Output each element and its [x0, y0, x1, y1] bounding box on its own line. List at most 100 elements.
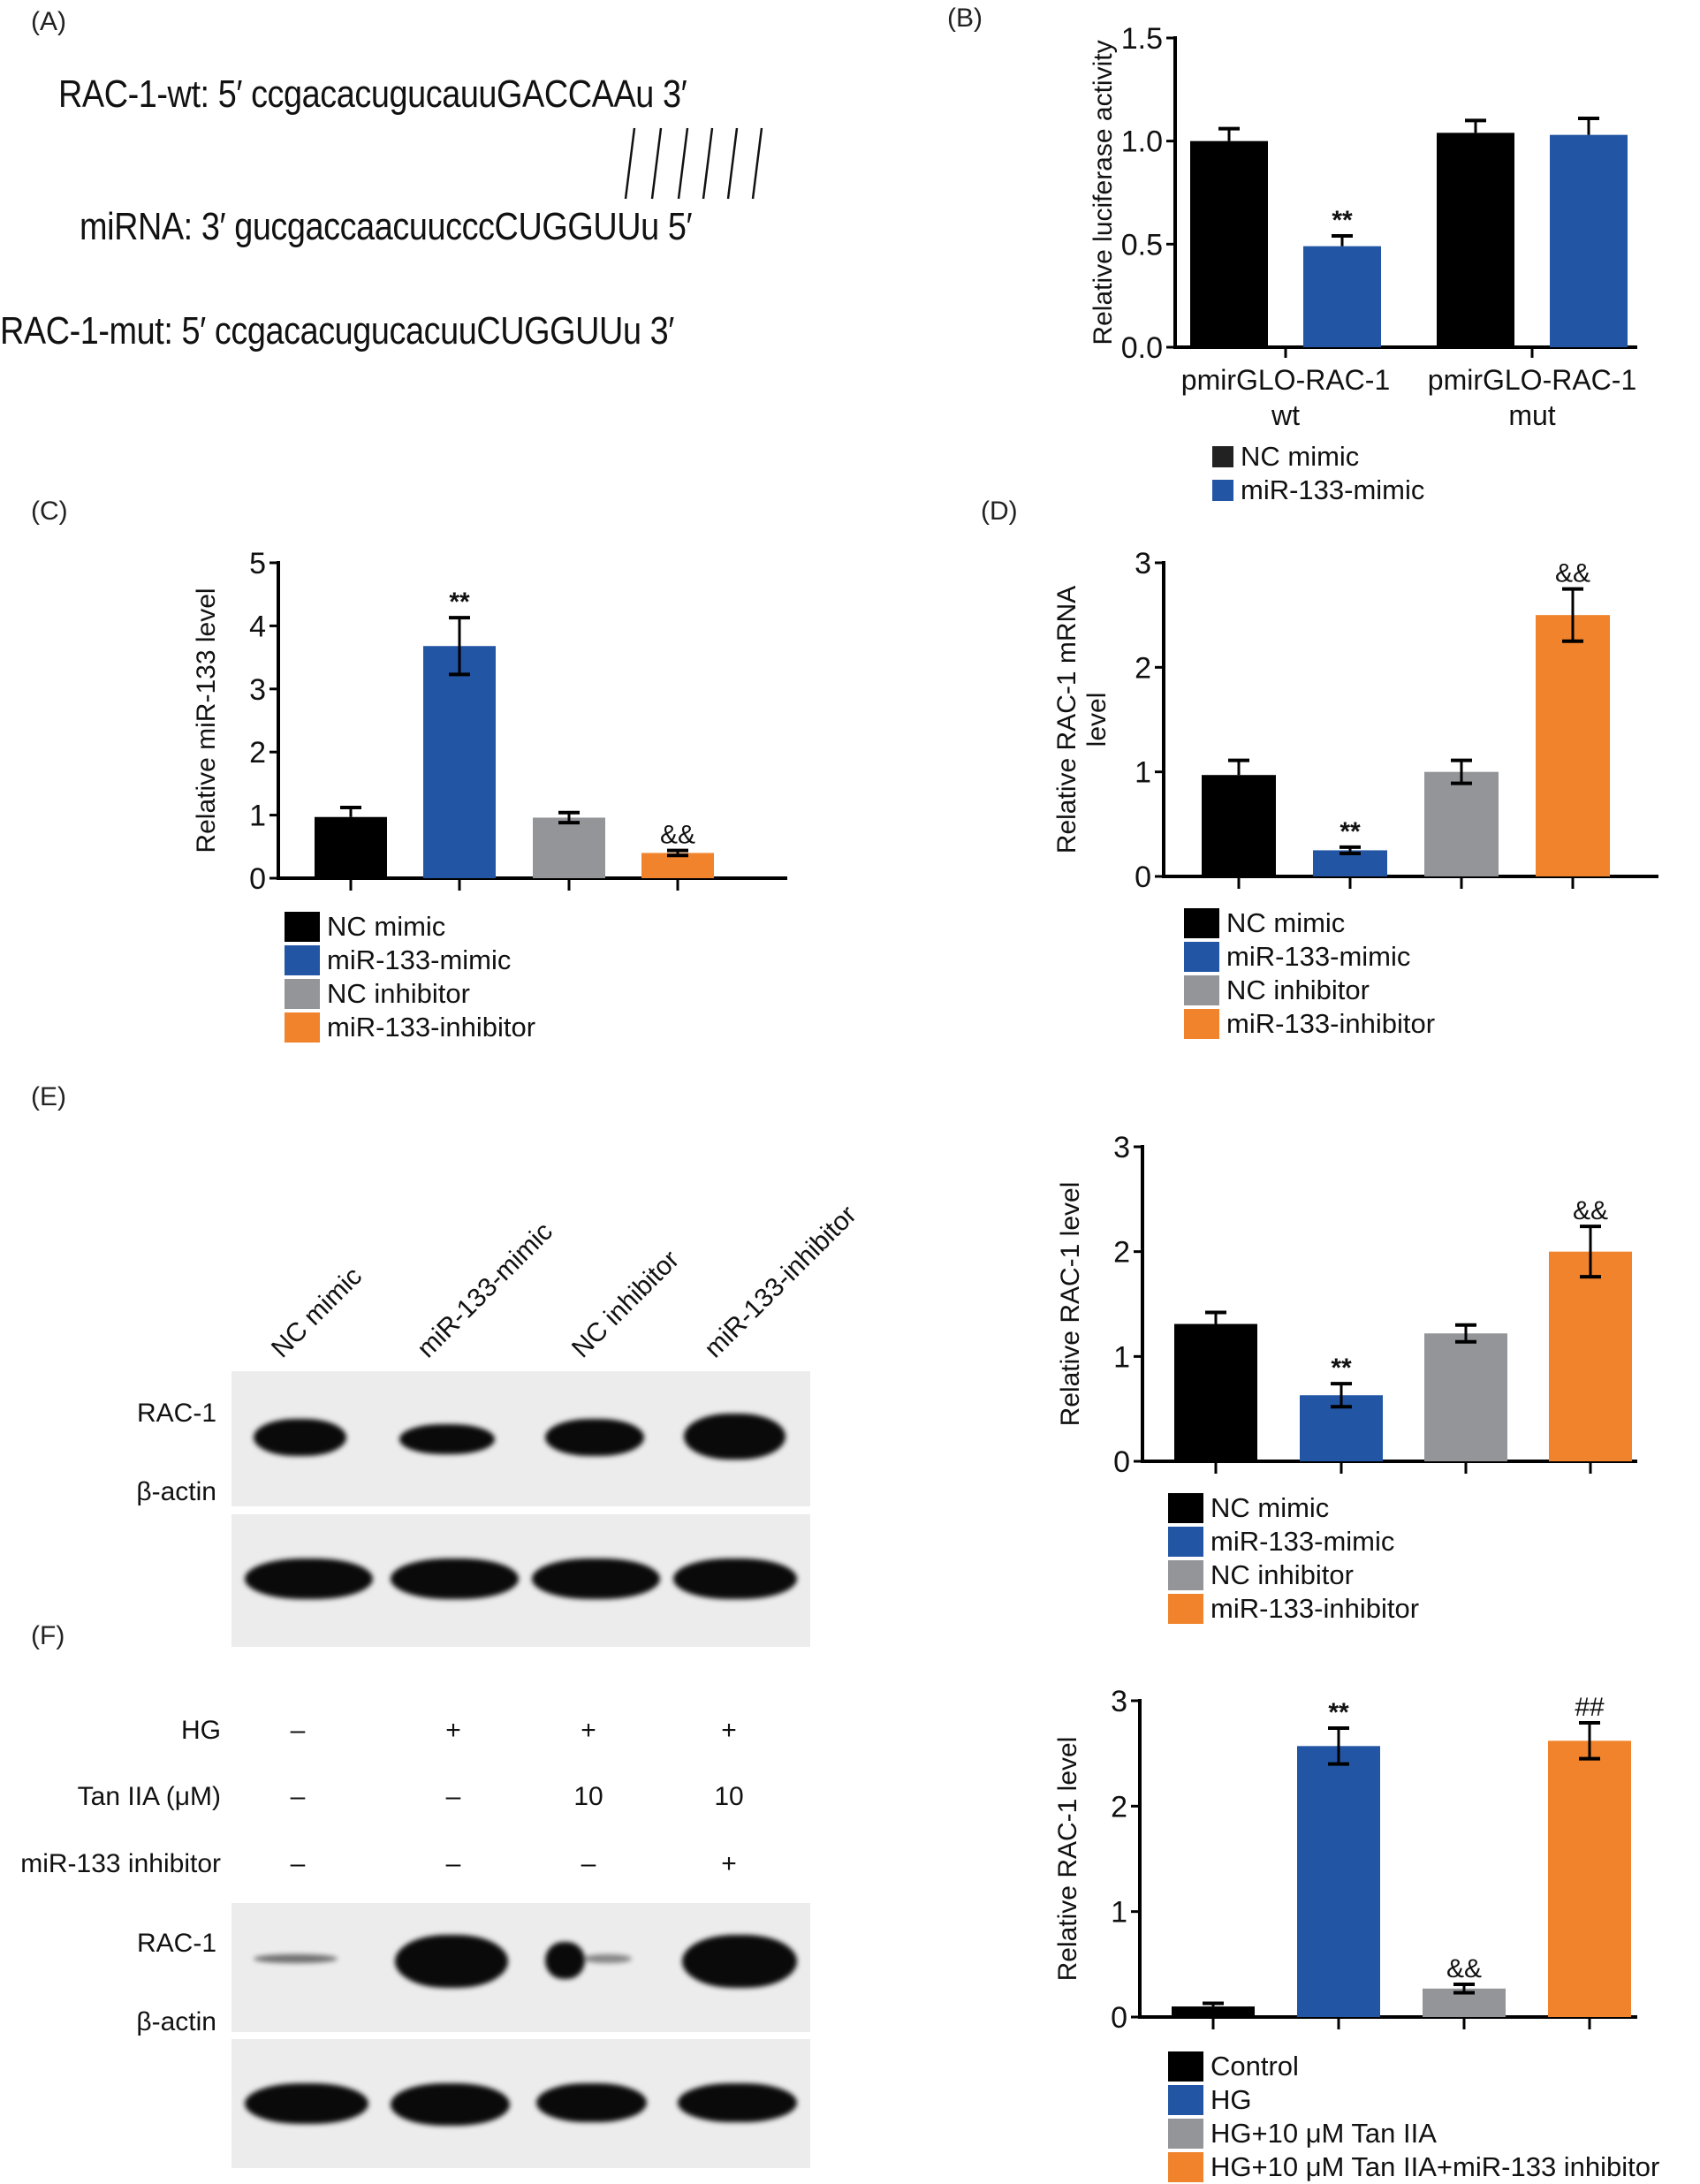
y-tick-label: 2: [249, 736, 266, 770]
condition-value: +: [721, 1716, 737, 1745]
legend-item: miR-133-inhibitor: [1184, 1007, 1435, 1041]
lane-label: miR-133-mimic: [411, 1217, 558, 1364]
western-blot-rac1-e: [231, 1371, 810, 1506]
y-tick-label: 1: [1113, 1340, 1130, 1374]
y-tick-label: 0: [1111, 2001, 1127, 2035]
blot-row-label: β-actin: [136, 1477, 216, 1506]
bar: [1424, 1333, 1507, 1461]
western-blot-actin-f: [231, 2039, 810, 2168]
legend-item: NC mimic: [285, 910, 535, 944]
significance-label: **: [1328, 1698, 1349, 1727]
base-pairing-lines: [624, 127, 763, 200]
y-tick-label: 0: [1135, 861, 1151, 894]
significance-label: **: [449, 588, 470, 617]
legend-item: NC mimic: [1184, 906, 1435, 940]
legend-swatch: [1168, 2119, 1203, 2149]
legend-label: HG+10 μM Tan IIA: [1210, 2118, 1437, 2149]
legend-swatch: [1184, 942, 1219, 972]
blot-band: [545, 1942, 585, 1979]
panel-e-label: (E): [31, 1082, 66, 1111]
mirna-sequence: miRNA: 3′ gucgaccaacuucccCUGGUUu 5′: [80, 205, 693, 248]
y-tick-label: 0.5: [1121, 228, 1163, 262]
blot-band: [532, 1558, 660, 1599]
legend-label: HG+10 μM Tan IIA+miR-133 inhibitor: [1210, 2151, 1660, 2182]
y-tick-label: 3: [249, 673, 266, 707]
y-axis-label: Relative RAC-1 level: [1056, 1182, 1085, 1427]
bar: [1548, 1740, 1631, 2017]
y-tick-label: 1.0: [1121, 125, 1163, 159]
condition-value: 10: [714, 1782, 744, 1811]
bar: [533, 817, 605, 878]
legend-label: miR-133-mimic: [1241, 474, 1425, 505]
bar: [1174, 1323, 1257, 1461]
legend-swatch: [1184, 1009, 1219, 1039]
legend-label: NC mimic: [327, 911, 446, 942]
blot-row-label: β-actin: [136, 2007, 216, 2036]
bar: [1190, 140, 1268, 347]
blot-band: [391, 1558, 519, 1599]
significance-label: ##: [1575, 1693, 1605, 1722]
chart-f-rac1-protein: 0 1 2 3 Relative RAC-1 level ** && ##: [1053, 1685, 1637, 2035]
legend-swatch: [1212, 480, 1233, 501]
legend-label: NC mimic: [1226, 907, 1346, 938]
significance-label: &&: [1446, 1954, 1482, 1983]
significance-label: &&: [1555, 559, 1590, 588]
legend-swatch: [1212, 446, 1233, 467]
chart-c-mir133: 0 1 2 3 4 5 Relative miR-133 level ** &&: [192, 547, 787, 896]
pair-line: [650, 127, 663, 200]
y-tick-label: 1.5: [1121, 22, 1163, 56]
legend-swatch: [1168, 2152, 1203, 2182]
legend-swatch: [1168, 2085, 1203, 2115]
legend-swatch: [1184, 975, 1219, 1005]
legend-swatch: [1168, 1594, 1203, 1624]
significance-label: &&: [660, 821, 695, 850]
condition-value: –: [445, 1782, 461, 1811]
lane-label: miR-133-inhibitor: [698, 1200, 862, 1364]
significance-label: **: [1331, 1354, 1352, 1383]
legend-label: miR-133-mimic: [327, 944, 512, 975]
significance-label: **: [1332, 206, 1353, 235]
legend-label: miR-133-inhibitor: [1210, 1593, 1420, 1624]
bar: [423, 646, 496, 878]
y-tick-label: 0.0: [1121, 331, 1163, 365]
legend-item: NC inhibitor: [1168, 1558, 1419, 1592]
x-tick-label: wt: [1271, 399, 1300, 431]
pair-line: [677, 127, 689, 200]
bar: [1303, 246, 1381, 347]
blot-band: [391, 2083, 510, 2126]
bar: [1424, 771, 1499, 876]
blot-band: [245, 2083, 368, 2124]
pair-line: [624, 127, 636, 200]
legend-label: NC mimic: [1210, 1492, 1330, 1523]
legend-swatch: [1168, 2051, 1203, 2082]
rac1-mut-sequence: RAC-1-mut: 5′ ccgacacugucacuuCUGGUUu 3′: [0, 309, 674, 353]
legend-item: NC inhibitor: [285, 977, 535, 1011]
legend-item: Control: [1168, 2050, 1659, 2083]
blot-band: [536, 2083, 647, 2122]
blot-band: [678, 2083, 797, 2122]
y-tick-label: 2: [1135, 651, 1151, 685]
condition-value: +: [721, 1849, 737, 1878]
legend-f: Control HG HG+10 μM Tan IIA HG+10 μM Tan II…: [1168, 2050, 1659, 2184]
legend-item: NC inhibitor: [1184, 974, 1435, 1007]
legend-item: HG: [1168, 2083, 1659, 2117]
blot-band: [399, 1424, 495, 1454]
y-tick-label: 2: [1111, 1790, 1127, 1824]
condition-value: –: [445, 1849, 461, 1878]
condition-value: –: [290, 1849, 306, 1878]
legend-label: miR-133-mimic: [1210, 1526, 1395, 1557]
lane-label: NC inhibitor: [565, 1245, 686, 1364]
y-tick-label: 0: [249, 862, 266, 896]
legend-item: miR-133-mimic: [1168, 1525, 1419, 1558]
blot-band: [545, 1419, 644, 1456]
condition-value: 10: [573, 1782, 603, 1811]
y-tick-label: 5: [249, 547, 266, 580]
legend-item: HG+10 μM Tan IIA+miR-133 inhibitor: [1168, 2150, 1659, 2184]
legend-label: NC inhibitor: [327, 978, 470, 1009]
bar: [1202, 775, 1276, 876]
rac1-wt-sequence: RAC-1-wt: 5′ ccgacacugucauuGACCAAu 3′: [58, 72, 687, 116]
y-tick-label: 1: [1111, 1896, 1127, 1930]
legend-item: HG+10 μM Tan IIA: [1168, 2117, 1659, 2150]
legend-d: NC mimic miR-133-mimic NC inhibitor miR-133…: [1184, 906, 1435, 1041]
